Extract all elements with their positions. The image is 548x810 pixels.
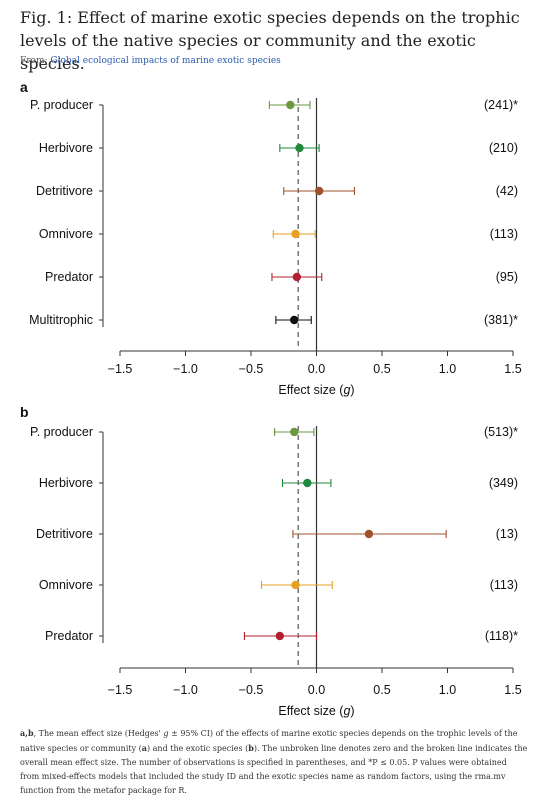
effect-point xyxy=(364,529,374,539)
x-tick-label: −0.5 xyxy=(239,683,264,697)
x-tick-label: −1.5 xyxy=(108,362,133,376)
forest-plot: aP. producer (241)*Herbivore (210)Detritiv… xyxy=(20,79,522,718)
figure-title: Fig. 1: Effect of marine exotic species … xyxy=(20,8,520,73)
observation-count: (349) xyxy=(489,476,518,490)
observation-count: (513)* xyxy=(484,425,518,439)
observation-count: (13) xyxy=(496,527,518,541)
observation-count: (42) xyxy=(496,184,518,198)
observation-count: (95) xyxy=(496,270,518,284)
effect-point xyxy=(286,100,295,110)
x-axis-label: Effect size (g) xyxy=(278,383,354,397)
panel-label: b xyxy=(20,404,29,420)
caption-g: g xyxy=(163,729,169,738)
effect-point xyxy=(295,143,304,153)
category-label: Omnivore xyxy=(39,578,93,592)
category-label: Herbivore xyxy=(39,141,93,155)
effect-point xyxy=(303,478,312,488)
category-label: Detritivore xyxy=(36,184,93,198)
caption-b: b xyxy=(248,743,254,753)
x-tick-label: −1.5 xyxy=(108,683,133,697)
x-tick-label: 0.5 xyxy=(373,683,390,697)
effect-point xyxy=(291,580,300,590)
caption-text-4: ). The unbroken line denotes zero and th… xyxy=(20,744,528,795)
x-tick-label: 0.0 xyxy=(308,683,325,697)
panel-label: a xyxy=(20,79,28,95)
caption-text-3: ) and the exotic species ( xyxy=(146,744,249,753)
observation-count: (241)* xyxy=(484,98,518,112)
effect-point xyxy=(292,272,302,282)
category-label: Detritivore xyxy=(36,527,93,541)
observation-count: (118)* xyxy=(485,629,518,643)
category-label: Multitrophic xyxy=(29,313,93,327)
category-label: Predator xyxy=(45,270,93,284)
x-tick-label: 1.5 xyxy=(504,362,521,376)
x-tick-label: 1.0 xyxy=(439,362,456,376)
category-label: Predator xyxy=(45,629,93,643)
category-label: P. producer xyxy=(30,425,93,439)
x-tick-label: 0.5 xyxy=(373,362,390,376)
x-tick-label: −1.0 xyxy=(173,362,198,376)
x-tick-label: 1.0 xyxy=(439,683,456,697)
x-tick-label: −1.0 xyxy=(173,683,198,697)
caption-a: a xyxy=(141,743,147,753)
category-label: Omnivore xyxy=(39,227,93,241)
observation-count: (381)* xyxy=(484,313,518,327)
caption-panels: a,b xyxy=(20,728,34,738)
effect-point xyxy=(314,186,324,196)
x-tick-label: 0.0 xyxy=(308,362,325,376)
x-tick-label: −0.5 xyxy=(239,362,264,376)
source-line: From: Global ecological impacts of marin… xyxy=(20,56,281,66)
observation-count: (113) xyxy=(490,578,518,592)
figure-caption: a,b, The mean effect size (Hedges' g ± 9… xyxy=(20,726,528,798)
effect-point xyxy=(291,229,300,239)
caption-text-2: ± 95% CI) of the effects of marine exoti… xyxy=(20,729,518,753)
effect-point xyxy=(290,427,299,437)
caption-text-1: , The mean effect size (Hedges' xyxy=(33,729,164,738)
x-axis-label: Effect size (g) xyxy=(278,704,354,718)
effect-point xyxy=(290,315,299,325)
category-label: Herbivore xyxy=(39,476,93,490)
observation-count: (113) xyxy=(490,227,518,241)
source-label: From: xyxy=(20,56,48,66)
category-label: P. producer xyxy=(30,98,93,112)
effect-point xyxy=(275,631,285,641)
observation-count: (210) xyxy=(489,141,518,155)
source-link[interactable]: Global ecological impacts of marine exot… xyxy=(50,56,281,66)
x-tick-label: 1.5 xyxy=(504,683,521,697)
